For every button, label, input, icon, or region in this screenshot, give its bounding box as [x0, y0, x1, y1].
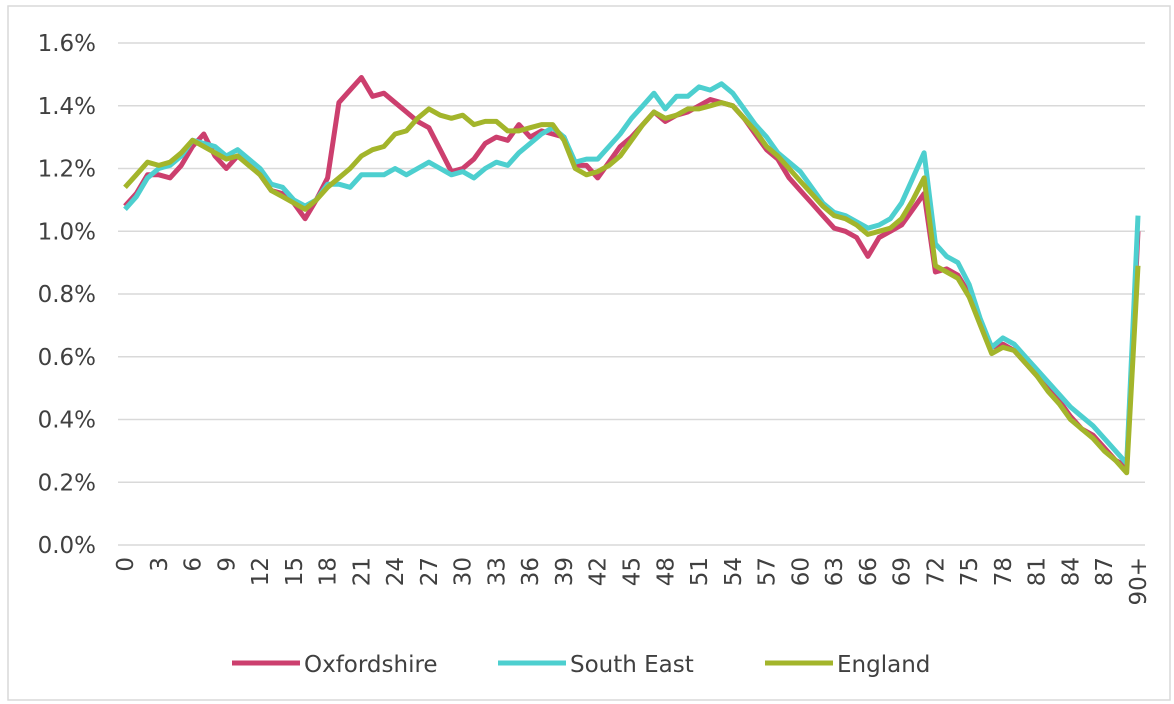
y-tick-label: 0.6%	[38, 345, 96, 371]
x-tick-label: 24	[383, 557, 409, 586]
x-tick-label: 36	[518, 557, 544, 586]
y-tick-label: 1.6%	[38, 31, 96, 57]
x-tick-label: 57	[755, 557, 781, 586]
x-tick-label: 90+	[1126, 557, 1152, 606]
x-tick-label: 54	[721, 557, 747, 586]
x-tick-label: 21	[349, 557, 375, 586]
y-tick-label: 1.0%	[38, 219, 96, 245]
x-tick-label: 9	[214, 557, 240, 572]
x-tick-label: 3	[147, 557, 173, 572]
x-tick-label: 15	[282, 557, 308, 586]
legend-label: South East	[570, 652, 694, 678]
x-tick-label: 63	[822, 557, 848, 586]
x-tick-label: 45	[620, 557, 646, 586]
x-tick-label: 69	[890, 557, 916, 586]
y-tick-label: 0.8%	[38, 282, 96, 308]
line-series	[123, 81, 1141, 466]
legend-label: Oxfordshire	[304, 652, 438, 678]
y-tick-label: 0.0%	[38, 533, 96, 559]
x-tick-label: 78	[991, 557, 1017, 586]
x-tick-label: 12	[248, 557, 274, 586]
x-tick-label: 42	[586, 557, 612, 586]
x-tick-label: 27	[417, 557, 443, 586]
x-tick-label: 30	[451, 557, 477, 586]
x-tick-label: 60	[788, 557, 814, 586]
x-tick-label: 48	[653, 557, 679, 586]
x-tick-label: 72	[923, 557, 949, 586]
line-series	[123, 100, 1141, 476]
x-tick-label: 75	[957, 557, 983, 586]
x-tick-label: 33	[484, 557, 510, 586]
x-tick-label: 39	[552, 557, 578, 586]
chart-frame	[7, 5, 1171, 701]
legend-label: England	[837, 652, 930, 678]
x-tick-label: 84	[1058, 557, 1084, 586]
x-tick-label: 81	[1025, 557, 1051, 586]
x-tick-label: 18	[316, 557, 342, 586]
y-tick-label: 0.2%	[38, 470, 96, 496]
x-tick-label: 66	[856, 557, 882, 586]
y-tick-label: 1.4%	[38, 94, 96, 120]
y-tick-label: 1.2%	[38, 157, 96, 183]
y-tick-label: 0.4%	[38, 408, 96, 434]
x-tick-label: 51	[687, 557, 713, 586]
x-tick-label: 0	[113, 557, 139, 572]
x-tick-label: 6	[181, 557, 207, 572]
x-tick-label: 87	[1092, 557, 1118, 586]
